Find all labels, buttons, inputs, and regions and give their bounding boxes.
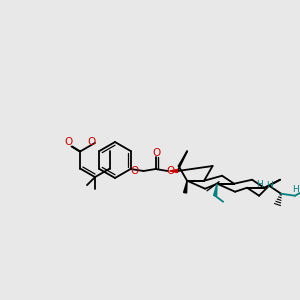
Polygon shape <box>214 184 217 196</box>
Text: H: H <box>292 185 298 194</box>
Text: O: O <box>167 166 175 176</box>
Text: O: O <box>64 137 72 147</box>
Text: O: O <box>88 137 96 147</box>
Text: H: H <box>256 180 262 189</box>
Polygon shape <box>169 169 178 172</box>
Polygon shape <box>184 181 187 193</box>
Text: O: O <box>152 148 161 158</box>
Text: H: H <box>266 181 272 190</box>
Text: O: O <box>130 166 139 176</box>
